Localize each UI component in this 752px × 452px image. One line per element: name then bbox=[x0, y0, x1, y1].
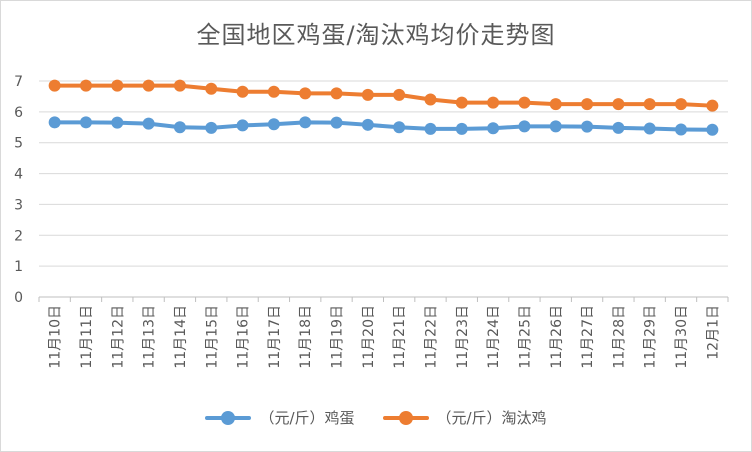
data-point-0-11 bbox=[393, 121, 406, 134]
x-tick-label: 11月22日 bbox=[423, 305, 439, 369]
data-point-0-17 bbox=[581, 120, 594, 133]
x-tick-label: 11月19日 bbox=[330, 305, 346, 369]
x-tick-label: 11月23日 bbox=[455, 305, 471, 369]
series-line-0 bbox=[52, 120, 715, 132]
data-point-1-17 bbox=[581, 98, 594, 111]
y-tick-label: 2 bbox=[14, 228, 23, 244]
x-tick-label: 11月16日 bbox=[236, 305, 252, 369]
data-point-0-21 bbox=[706, 123, 719, 136]
legend-item-hen: （元/斤）淘汰鸡 bbox=[382, 407, 547, 428]
x-tick-label: 11月10日 bbox=[48, 305, 64, 369]
data-point-1-15 bbox=[518, 96, 531, 109]
data-point-1-18 bbox=[612, 98, 625, 111]
data-point-0-6 bbox=[236, 119, 249, 132]
chart-title: 全国地区鸡蛋/淘汰鸡均价走势图 bbox=[196, 21, 556, 49]
legend-swatch-egg bbox=[205, 410, 252, 425]
y-tick-label: 5 bbox=[14, 136, 23, 152]
data-point-0-3 bbox=[142, 117, 155, 130]
data-point-1-4 bbox=[173, 79, 186, 92]
x-tick-label: 11月12日 bbox=[110, 305, 126, 369]
data-point-1-8 bbox=[299, 87, 312, 100]
y-tick-label: 6 bbox=[14, 105, 23, 121]
series-layer bbox=[48, 79, 719, 136]
x-tick-label: 11月24日 bbox=[486, 305, 502, 369]
data-point-1-10 bbox=[361, 88, 374, 101]
data-point-0-19 bbox=[643, 122, 656, 135]
data-point-0-18 bbox=[612, 121, 625, 134]
data-point-0-20 bbox=[675, 123, 688, 136]
x-tick-label: 11月13日 bbox=[142, 305, 158, 369]
x-tick-label: 11月11日 bbox=[79, 305, 95, 369]
legend-item-egg: （元/斤）鸡蛋 bbox=[205, 407, 355, 428]
legend-label-egg: （元/斤）鸡蛋 bbox=[259, 409, 355, 427]
x-tick-label: 11月27日 bbox=[580, 305, 596, 369]
data-point-1-1 bbox=[79, 79, 92, 92]
x-tick-label: 11月14日 bbox=[173, 305, 189, 369]
x-tick-label: 11月17日 bbox=[267, 305, 283, 369]
x-tick-label: 11月21日 bbox=[392, 305, 408, 369]
y-tick-label: 3 bbox=[14, 197, 23, 213]
data-point-0-7 bbox=[267, 118, 280, 131]
legend: （元/斤）鸡蛋 （元/斤）淘汰鸡 bbox=[1, 407, 751, 428]
x-tick-label: 11月28日 bbox=[611, 305, 627, 369]
data-point-1-0 bbox=[48, 79, 61, 92]
legend-label-hen: （元/斤）淘汰鸡 bbox=[436, 409, 547, 427]
data-point-0-5 bbox=[205, 121, 218, 134]
data-point-0-10 bbox=[361, 118, 374, 131]
x-tick-label: 11月18日 bbox=[298, 305, 314, 369]
data-point-0-2 bbox=[111, 116, 124, 129]
data-point-1-21 bbox=[706, 99, 719, 112]
data-point-0-1 bbox=[79, 116, 92, 129]
data-point-1-6 bbox=[236, 85, 249, 98]
data-point-1-16 bbox=[549, 98, 562, 111]
x-tick-label: 11月29日 bbox=[643, 305, 659, 369]
x-tick-label: 11月15日 bbox=[204, 305, 220, 369]
data-point-1-9 bbox=[330, 87, 343, 100]
data-point-1-19 bbox=[643, 98, 656, 111]
x-tick-label: 11月25日 bbox=[517, 305, 533, 369]
data-point-1-5 bbox=[205, 82, 218, 95]
data-point-0-4 bbox=[173, 121, 186, 134]
legend-swatch-hen bbox=[382, 410, 429, 425]
x-tick-label: 11月20日 bbox=[361, 305, 377, 369]
x-axis: 11月10日 11月11日 11月12日 11月13日 11月14日 11月15日 11月1… bbox=[38, 297, 729, 369]
data-point-1-13 bbox=[455, 96, 468, 109]
y-axis: 0 1 2 3 4 5 6 7 bbox=[14, 74, 23, 306]
data-point-0-16 bbox=[549, 120, 562, 133]
y-tick-label: 4 bbox=[14, 167, 23, 183]
x-tick-label: 11月30日 bbox=[674, 305, 690, 369]
x-tick-label: 12月1日 bbox=[705, 305, 721, 360]
data-point-0-14 bbox=[487, 122, 500, 135]
y-tick-label: 7 bbox=[14, 74, 23, 90]
data-point-1-11 bbox=[393, 88, 406, 101]
data-point-0-9 bbox=[330, 116, 343, 129]
y-tick-label: 1 bbox=[14, 259, 23, 275]
data-point-1-2 bbox=[111, 79, 124, 92]
data-point-0-13 bbox=[455, 122, 468, 135]
data-point-1-20 bbox=[675, 98, 688, 111]
data-point-0-15 bbox=[518, 120, 531, 133]
x-tick-label: 11月26日 bbox=[549, 305, 565, 369]
data-point-1-14 bbox=[487, 96, 500, 109]
data-point-1-12 bbox=[424, 93, 437, 106]
series-line-1 bbox=[52, 83, 715, 108]
gridlines bbox=[39, 80, 728, 298]
data-point-0-8 bbox=[299, 116, 312, 129]
data-point-1-7 bbox=[267, 85, 280, 98]
data-point-0-0 bbox=[48, 116, 61, 129]
data-point-0-12 bbox=[424, 122, 437, 135]
data-point-1-3 bbox=[142, 79, 155, 92]
y-tick-label: 0 bbox=[14, 290, 23, 306]
